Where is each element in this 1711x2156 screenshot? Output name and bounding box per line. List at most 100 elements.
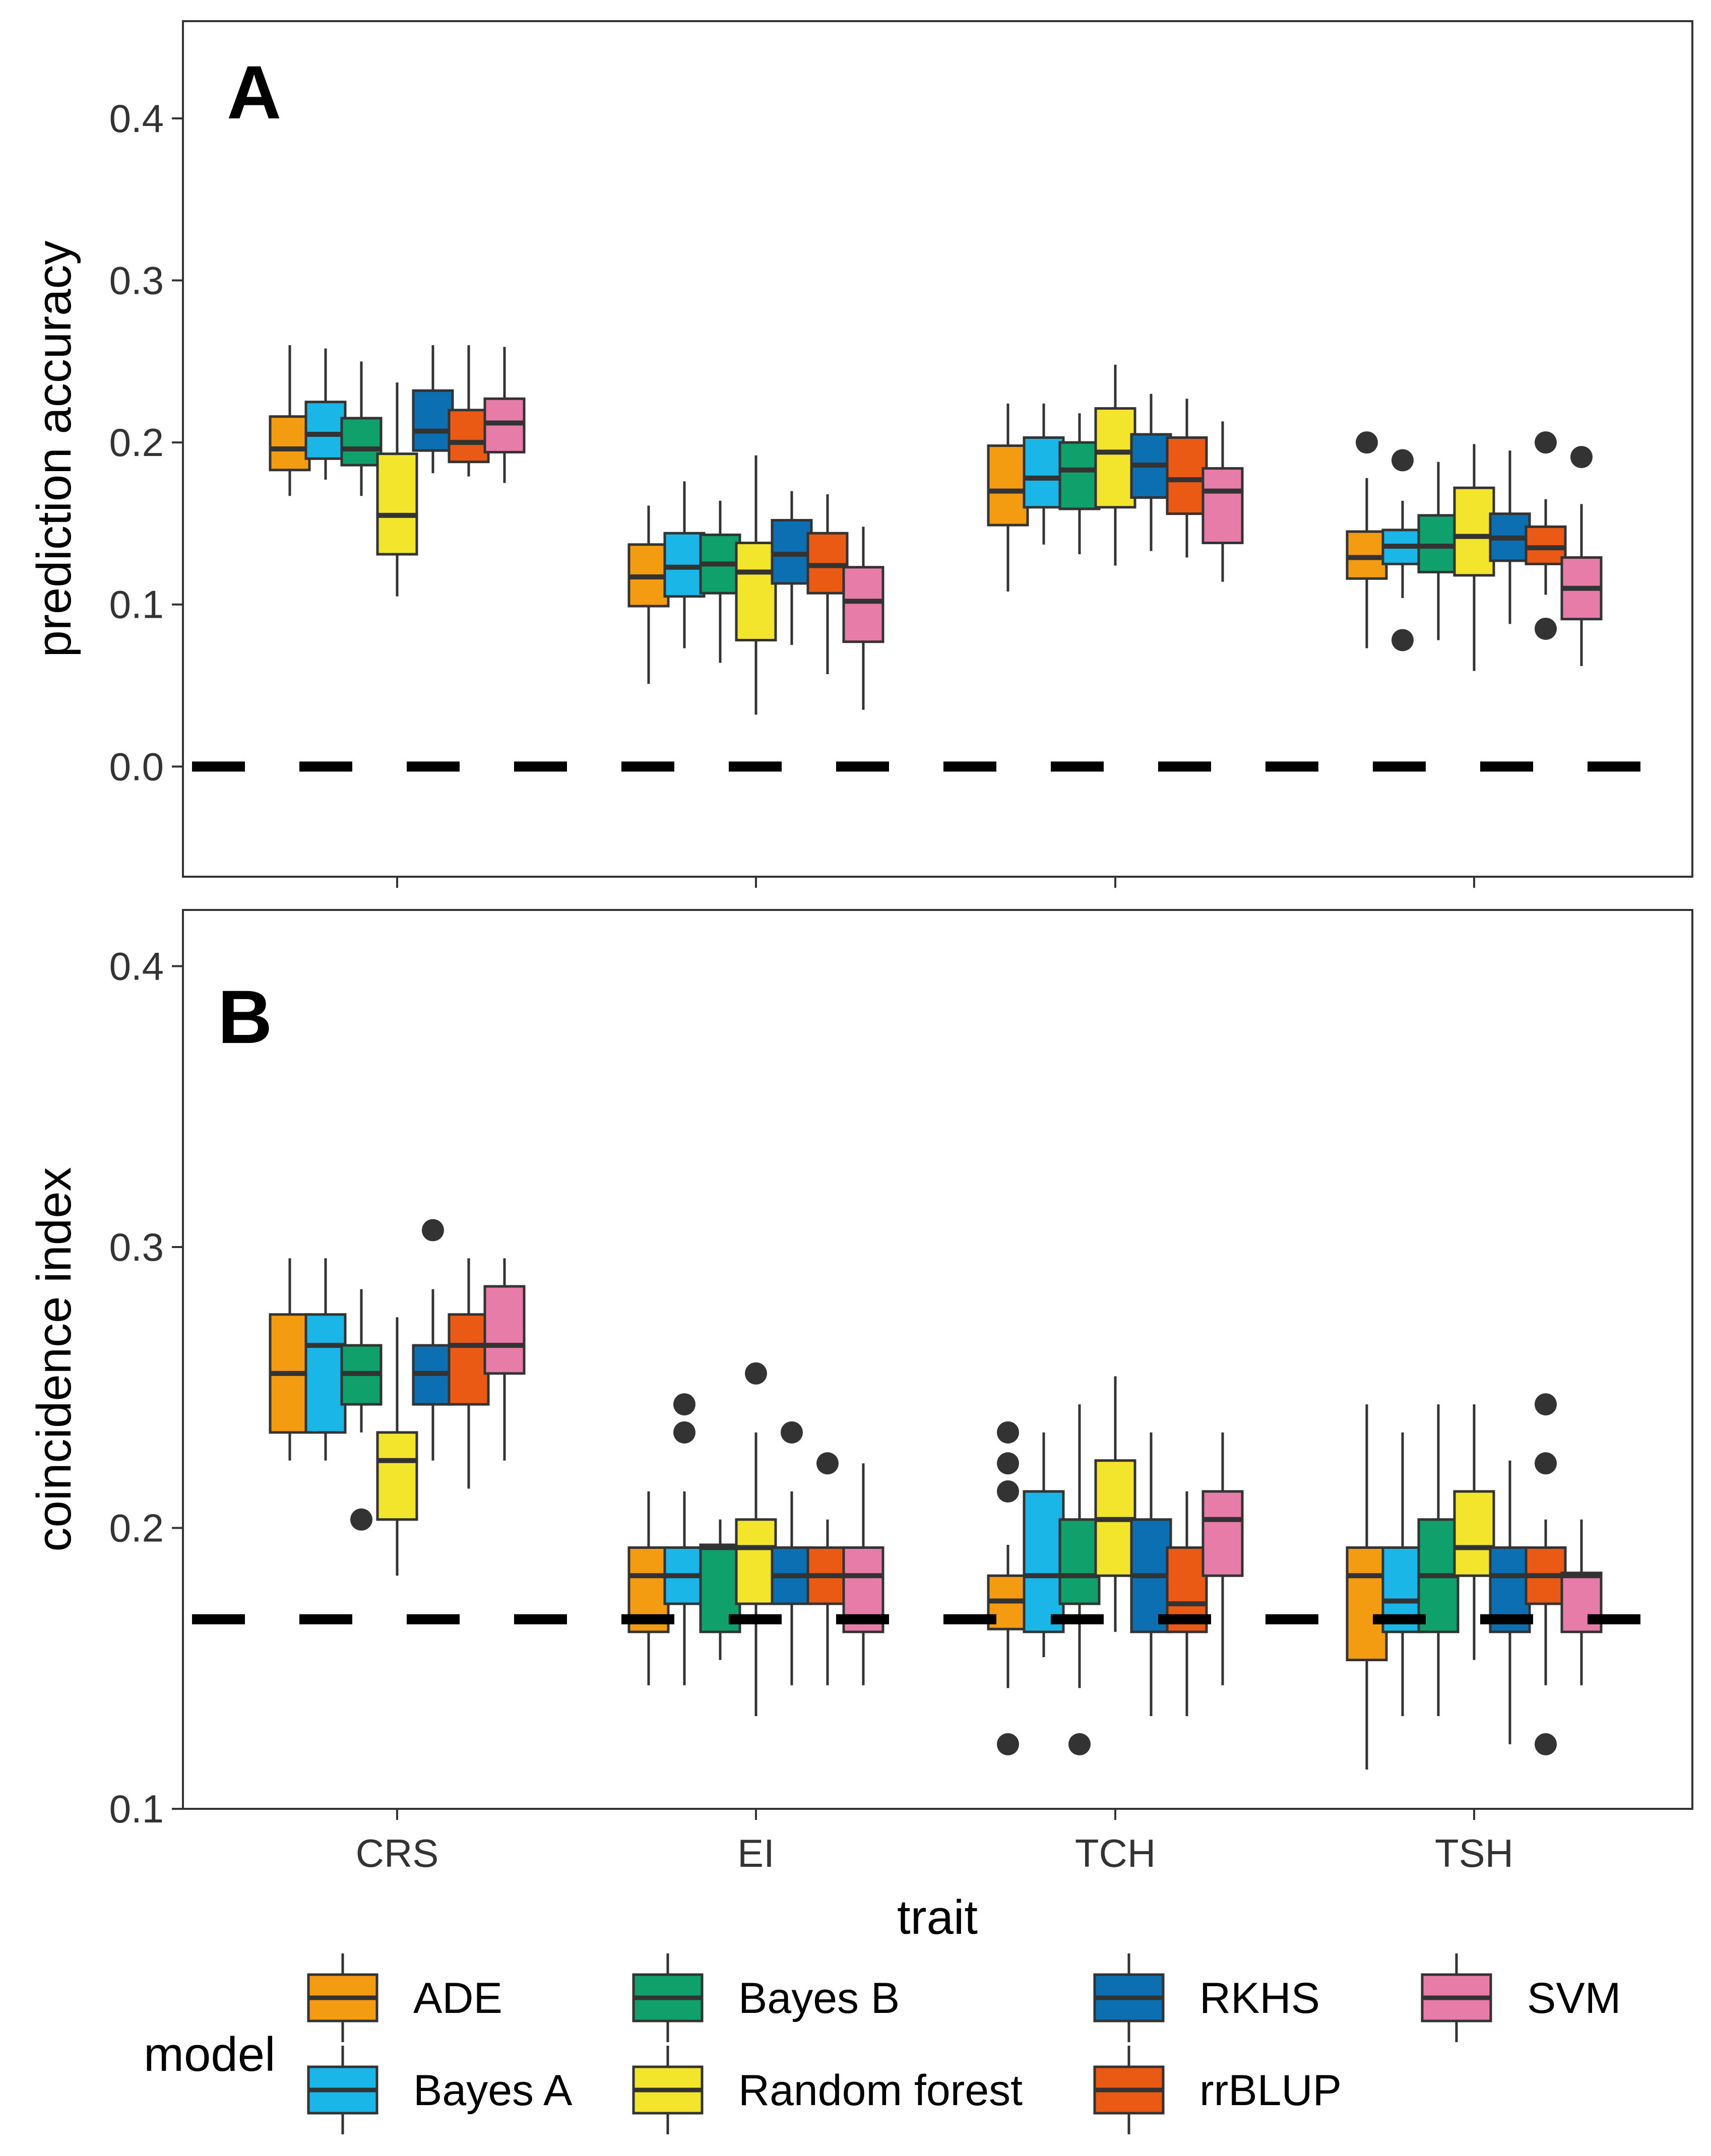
panel-a-tag: A (227, 50, 281, 135)
x-tick-label: TSH (1435, 1831, 1513, 1875)
box-rrblup-tsh (1525, 1393, 1567, 1755)
panel-a-y-axis: 0.0 0.1 0.2 0.3 0.4 (109, 96, 183, 789)
box-rrblup-ei (806, 1452, 849, 1685)
legend-label: Random forest (738, 2066, 1023, 2115)
box-iqr (340, 417, 383, 467)
legend-item-rkhs: RKHS (1093, 1953, 1320, 2042)
box-iqr (269, 415, 311, 472)
box-iqr (412, 389, 454, 452)
box-bayes-a-tsh (1381, 449, 1424, 651)
box-ade-ei (627, 1491, 670, 1685)
legend-items: ADE Bayes A Bayes B Random forest RKHS rrBLUP… (307, 1953, 1621, 2134)
box-svm-tch (1201, 1432, 1244, 1685)
box-bayes-b-tsh (1417, 462, 1460, 640)
outlier-point (422, 1219, 444, 1242)
box-bayes-b-tsh (1417, 1404, 1460, 1717)
box-ade-tsh (1346, 1404, 1388, 1770)
legend-item-ade: ADE (307, 1953, 502, 2042)
box-iqr (735, 542, 777, 641)
box-random-forest-crs (376, 1317, 418, 1576)
y-tick-label: 0.1 (109, 582, 164, 627)
outlier-point (997, 1421, 1019, 1444)
y-tick-label: 0.2 (109, 1506, 164, 1550)
box-rkhs-tsh (1489, 1460, 1531, 1744)
box-rkhs-ei (771, 1421, 813, 1685)
box-svm-ei (842, 1463, 884, 1685)
legend-item-bayes-a: Bayes A (307, 2046, 573, 2134)
box-ade-crs (269, 345, 311, 496)
outlier-point (1391, 629, 1414, 651)
y-tick-label: 0.3 (109, 258, 164, 303)
box-iqr (699, 1543, 741, 1634)
box-random-forest-tsh (1453, 444, 1495, 671)
panel-a-x-ticks (396, 877, 1475, 888)
box-rrblup-tch (1166, 399, 1208, 558)
box-iqr (1166, 436, 1208, 515)
box-rkhs-tch (1130, 1432, 1172, 1717)
outlier-point (745, 1362, 767, 1385)
box-iqr (1453, 1490, 1495, 1577)
panel-a: A 0.0 0.1 0.2 0.3 0.4 prediction accuracy (27, 20, 1693, 888)
box-svm-ei (842, 527, 884, 710)
y-tick-label: 0.2 (109, 420, 164, 465)
box-bayes-a-tch (1023, 403, 1065, 545)
box-random-forest-tsh (1453, 1404, 1495, 1660)
box-ade-tch (987, 1421, 1029, 1755)
x-axis-title: trait (897, 1890, 978, 1944)
box-iqr (842, 566, 884, 643)
legend-label: rrBLUP (1199, 2066, 1342, 2115)
outlier-point (673, 1421, 695, 1444)
box-iqr (304, 1313, 347, 1434)
box-iqr (376, 452, 418, 556)
outlier-point (350, 1508, 372, 1531)
y-tick-label: 0.4 (109, 944, 164, 989)
box-bayes-b-crs (340, 1289, 383, 1531)
panel-b-tag: B (218, 974, 272, 1059)
outlier-point (1535, 617, 1557, 640)
box-iqr (1058, 441, 1101, 510)
legend-label: Bayes A (413, 2066, 573, 2115)
outlier-point (1535, 431, 1557, 454)
x-tick-label: EI (737, 1831, 775, 1875)
box-iqr (304, 401, 347, 460)
box-rrblup-crs (448, 1258, 490, 1489)
legend-label: RKHS (1199, 1974, 1320, 2022)
box-random-forest-tch (1094, 1376, 1136, 1632)
box-iqr (735, 1518, 777, 1605)
panel-a-boxes (183, 345, 1692, 772)
outlier-point (673, 1393, 695, 1416)
legend-label: ADE (413, 1974, 502, 2022)
box-iqr (1346, 1546, 1388, 1662)
box-ade-crs (269, 1258, 311, 1461)
box-iqr (987, 444, 1029, 527)
box-rkhs-ei (771, 491, 813, 645)
y-tick-label: 0.3 (109, 1225, 164, 1269)
legend-item-bayes-b: Bayes B (632, 1953, 900, 2042)
panel-b-y-axis-title: coincidence index (27, 1167, 81, 1551)
box-iqr (1453, 486, 1495, 577)
x-tick-label: TCH (1075, 1831, 1156, 1875)
outlier-point (1535, 1452, 1557, 1475)
box-random-forest-crs (376, 382, 418, 597)
panel-a-border (182, 20, 1693, 878)
x-tick-label: CRS (356, 1831, 439, 1875)
box-iqr (1023, 1490, 1065, 1634)
legend-item-svm: SVM (1421, 1953, 1621, 2042)
outlier-point (1356, 431, 1378, 454)
panel-b-x-ticks: CRS EI TCH TSH (356, 1809, 1513, 1875)
box-iqr (1058, 1518, 1101, 1605)
outlier-point (997, 1452, 1019, 1475)
box-bayes-a-ei (663, 481, 706, 648)
box-svm-tsh (1560, 1519, 1603, 1685)
box-random-forest-ei (735, 1362, 777, 1717)
box-random-forest-ei (735, 455, 777, 715)
box-iqr (376, 1431, 418, 1521)
legend-label: SVM (1527, 1974, 1621, 2022)
box-bayes-b-tch (1058, 1404, 1101, 1755)
legend-title: model (144, 2028, 275, 2081)
outlier-point (816, 1452, 839, 1475)
y-tick-label: 0.0 (109, 744, 164, 789)
panel-b-y-axis: 0.1 0.2 0.3 0.4 (109, 944, 183, 1831)
outlier-point (997, 1480, 1019, 1503)
